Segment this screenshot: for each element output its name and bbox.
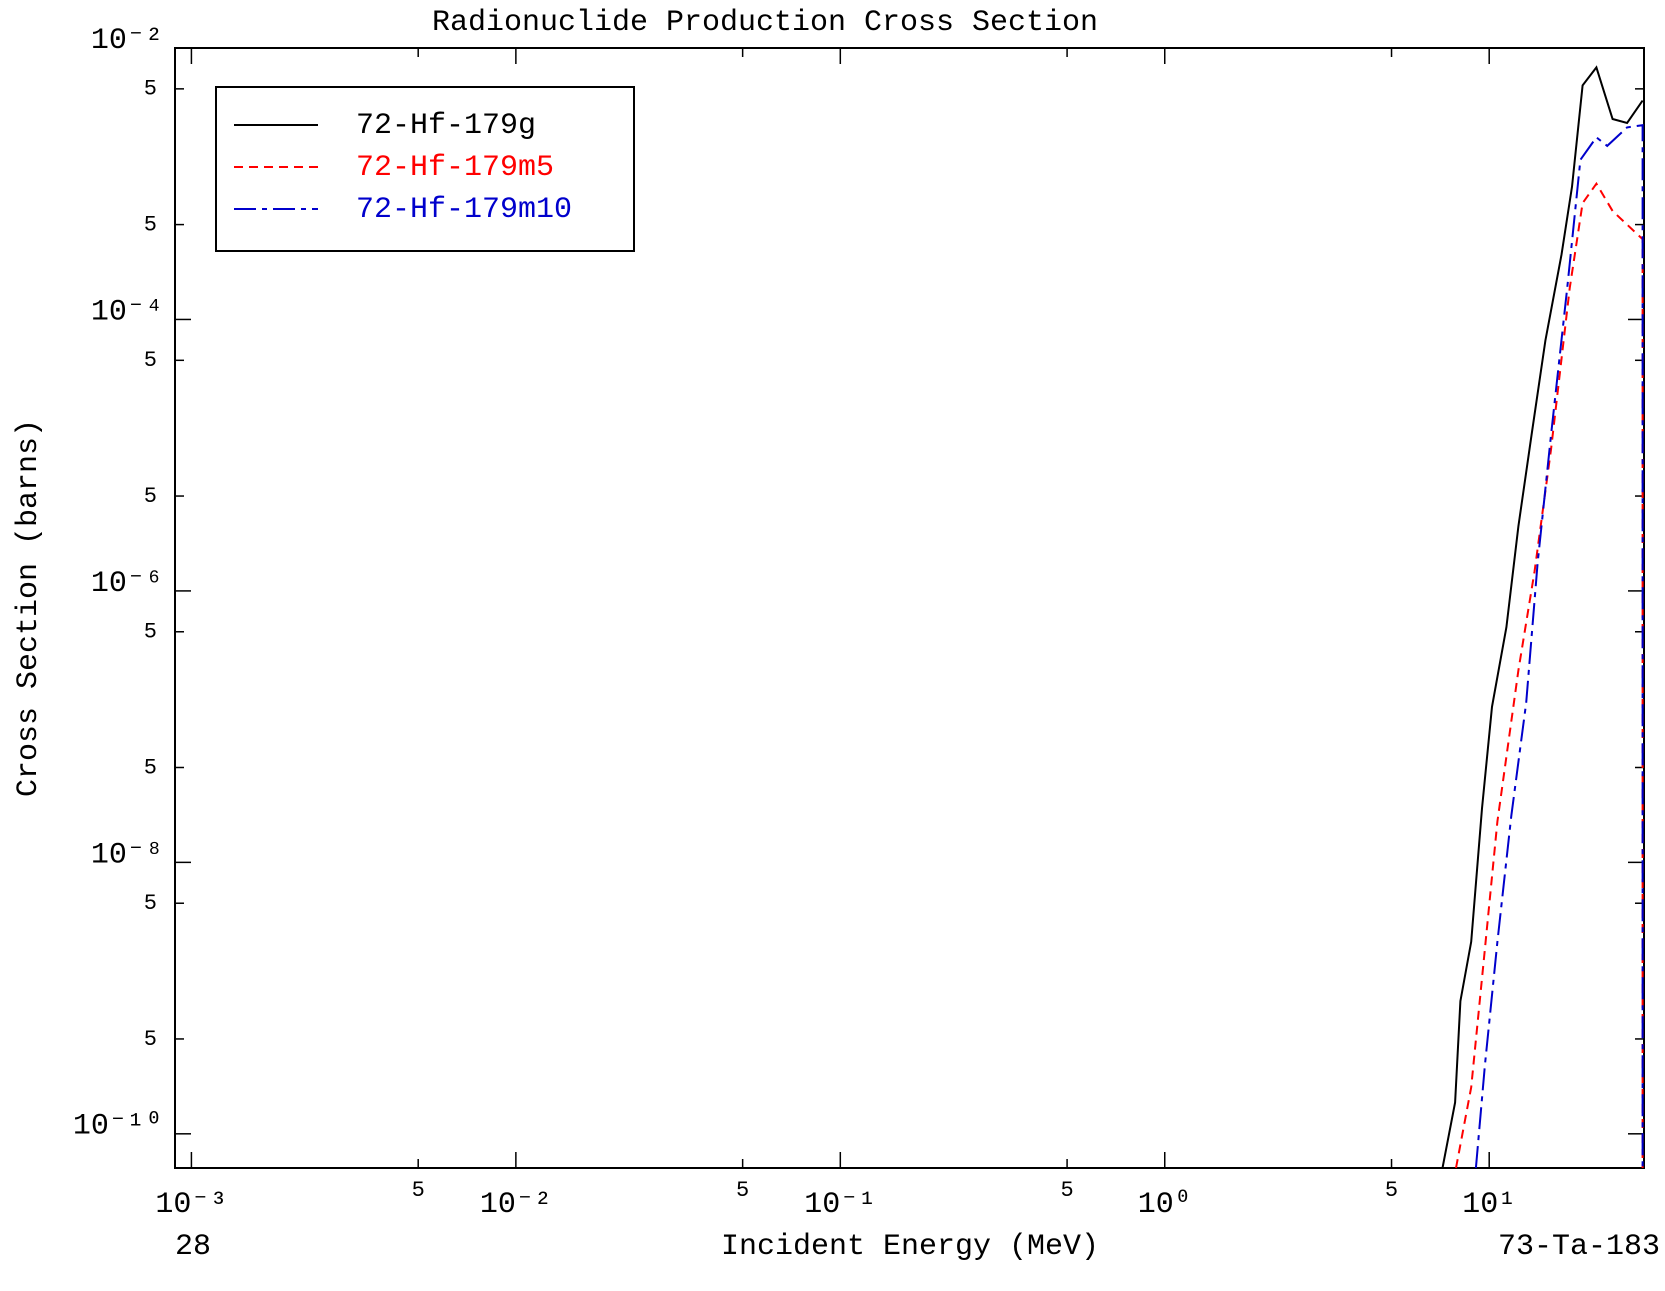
series-line <box>1441 65 1644 1169</box>
y-tick-label: 10⁻⁸ <box>91 838 163 872</box>
x-axis-label: Incident Energy (MeV) <box>721 1230 1099 1264</box>
chart-title: Radionuclide Production Cross Section <box>432 6 1098 40</box>
y-tick-label: 5 <box>144 620 157 645</box>
y-tick-label: 10⁻² <box>91 24 163 58</box>
y-tick-label: 5 <box>144 77 157 102</box>
plot-frame <box>174 47 1645 1169</box>
footer-left: 28 <box>175 1230 211 1264</box>
series-line <box>1474 124 1644 1169</box>
y-tick-label: 10⁻¹⁰ <box>73 1110 163 1144</box>
x-tick-label: 5 <box>412 1178 425 1203</box>
y-axis-label: Cross Section (barns) <box>12 419 46 797</box>
y-tick-label: 5 <box>144 348 157 373</box>
x-tick-label: 10⁻³ <box>155 1188 227 1222</box>
y-tick-label: 5 <box>144 891 157 916</box>
legend-box <box>215 86 635 252</box>
y-tick-label: 5 <box>144 484 157 509</box>
x-tick-label: 10⁻² <box>480 1188 552 1222</box>
y-tick-label: 5 <box>144 755 157 780</box>
y-tick-label: 10⁻⁴ <box>91 295 163 329</box>
x-tick-label: 5 <box>1385 1178 1398 1203</box>
x-tick-label: 5 <box>1060 1178 1073 1203</box>
x-tick-label: 10⁻¹ <box>804 1188 876 1222</box>
y-tick-label: 10⁻⁶ <box>91 567 163 601</box>
x-tick-label: 10⁰ <box>1138 1188 1192 1222</box>
y-tick-label: 5 <box>144 212 157 237</box>
series-line <box>1455 181 1644 1169</box>
legend-label: 72-Hf-179g <box>356 109 536 143</box>
x-tick-label: 10¹ <box>1462 1188 1516 1222</box>
legend-label: 72-Hf-179m10 <box>356 193 572 227</box>
footer-right: 73-Ta-183 <box>1498 1230 1660 1264</box>
x-tick-label: 5 <box>736 1178 749 1203</box>
legend-label: 72-Hf-179m5 <box>356 151 554 185</box>
y-tick-label: 5 <box>144 1027 157 1052</box>
